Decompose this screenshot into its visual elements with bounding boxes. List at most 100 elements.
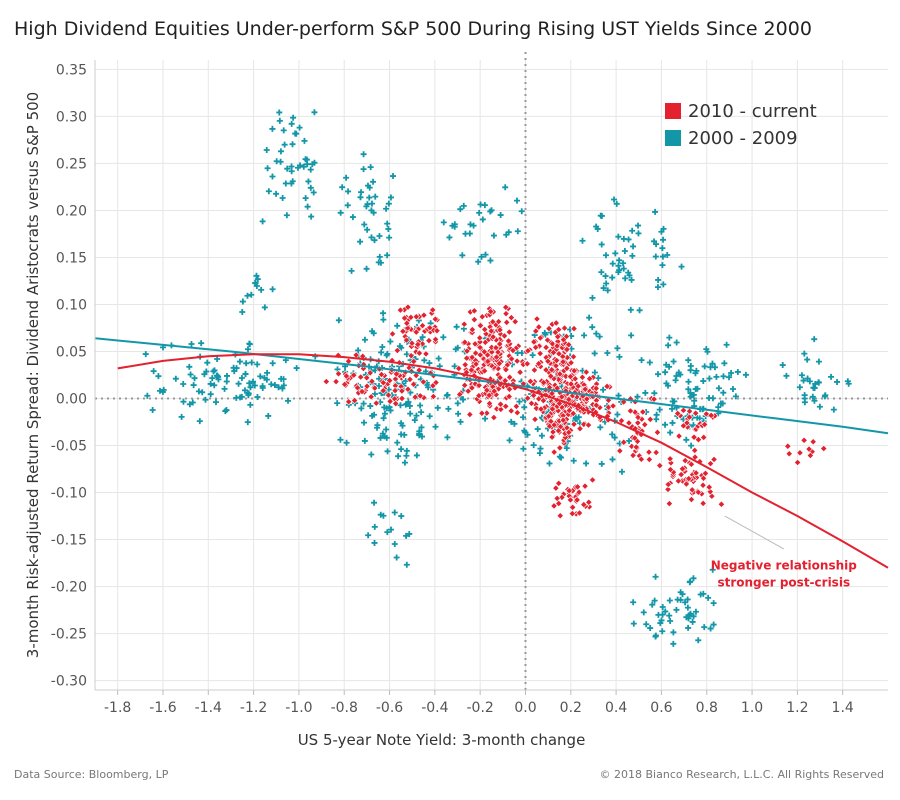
point-2000-2009 (279, 194, 286, 201)
point-2010-current (569, 353, 578, 361)
point-2000-2009 (424, 382, 431, 389)
point-2010-current (529, 391, 538, 400)
point-2010-current (511, 318, 519, 326)
point-2000-2009 (530, 442, 537, 449)
point-2000-2009 (635, 230, 642, 237)
point-2000-2009 (244, 292, 251, 299)
point-2010-current (536, 349, 544, 358)
point-2000-2009 (244, 346, 251, 353)
point-2010-current (592, 401, 600, 409)
point-2000-2009 (365, 532, 372, 539)
point-2010-current (666, 465, 675, 474)
point-2000-2009 (280, 382, 287, 389)
point-2000-2009 (602, 273, 609, 280)
point-2000-2009 (629, 252, 636, 259)
point-2000-2009 (384, 252, 391, 259)
point-2000-2009 (263, 146, 270, 153)
point-2000-2009 (198, 340, 205, 347)
point-2010-current (589, 373, 597, 382)
point-2000-2009 (247, 401, 254, 408)
point-2000-2009 (366, 184, 373, 191)
point-2000-2009 (244, 419, 251, 426)
point-2010-current (482, 330, 490, 338)
y-tick-label: 0.25 (56, 156, 87, 172)
point-2010-current (581, 482, 589, 490)
x-tick-label: -0.6 (376, 700, 403, 716)
point-2000-2009 (357, 194, 364, 201)
point-2000-2009 (518, 208, 525, 215)
point-2010-current (674, 409, 682, 418)
point-2000-2009 (380, 310, 387, 317)
point-2000-2009 (380, 316, 387, 323)
point-2010-current (466, 410, 474, 419)
point-2000-2009 (695, 637, 702, 644)
point-2010-current (507, 355, 516, 363)
point-2000-2009 (311, 109, 318, 116)
point-2010-current (588, 476, 597, 484)
point-2010-current (391, 386, 399, 395)
point-2010-current (539, 397, 548, 405)
point-2010-current (548, 433, 556, 441)
copyright-note: © 2018 Bianco Research, L.L.C. All Right… (599, 768, 884, 781)
point-2000-2009 (659, 253, 666, 260)
point-2000-2009 (355, 347, 362, 354)
x-axis-title: US 5-year Note Yield: 3-month change (298, 731, 586, 749)
point-2000-2009 (339, 184, 346, 191)
point-2010-current (569, 409, 577, 418)
point-2010-current (653, 428, 662, 437)
point-2000-2009 (413, 452, 420, 459)
point-2010-current (426, 324, 434, 332)
point-2010-current (429, 306, 437, 314)
point-2010-current (485, 399, 494, 408)
point-2000-2009 (380, 512, 387, 519)
point-2010-current (476, 351, 484, 359)
point-2000-2009 (243, 360, 250, 367)
point-2000-2009 (446, 234, 453, 241)
point-2000-2009 (308, 213, 315, 220)
point-2010-current (710, 455, 718, 464)
point-2000-2009 (253, 272, 260, 279)
point-2000-2009 (386, 404, 393, 411)
point-2000-2009 (845, 380, 852, 387)
point-2000-2009 (247, 384, 254, 391)
point-2000-2009 (815, 358, 822, 365)
point-2000-2009 (628, 276, 635, 283)
point-2010-current (535, 323, 543, 331)
point-2010-current (578, 373, 587, 381)
point-2010-current (634, 419, 642, 427)
point-2000-2009 (742, 371, 749, 378)
point-2000-2009 (343, 174, 350, 181)
point-2010-current (505, 392, 513, 401)
point-2000-2009 (487, 257, 494, 264)
point-2010-current (497, 405, 505, 413)
point-2000-2009 (395, 453, 402, 460)
point-2000-2009 (397, 402, 404, 409)
point-2000-2009 (688, 442, 695, 449)
point-2000-2009 (726, 374, 733, 381)
point-2010-current (532, 327, 540, 335)
point-2010-current (796, 449, 804, 457)
point-2000-2009 (476, 209, 483, 216)
point-2010-current (526, 377, 535, 385)
point-2010-current (418, 340, 427, 348)
point-2010-current (433, 327, 441, 335)
point-2000-2009 (609, 260, 616, 267)
point-2000-2009 (434, 404, 441, 411)
point-2000-2009 (290, 114, 297, 121)
point-2010-current (555, 325, 563, 334)
point-2010-current (334, 370, 343, 378)
point-2000-2009 (203, 368, 210, 375)
point-2010-current (550, 448, 558, 456)
point-2000-2009 (706, 395, 713, 402)
point-2000-2009 (670, 358, 677, 365)
point-2000-2009 (293, 365, 300, 372)
point-2000-2009 (279, 385, 286, 392)
point-2010-current (512, 402, 520, 410)
point-2010-current (388, 330, 397, 338)
point-2010-current (585, 498, 593, 506)
point-2010-current (620, 438, 628, 446)
point-2000-2009 (269, 286, 276, 293)
point-2000-2009 (283, 212, 290, 219)
point-2000-2009 (703, 346, 710, 353)
